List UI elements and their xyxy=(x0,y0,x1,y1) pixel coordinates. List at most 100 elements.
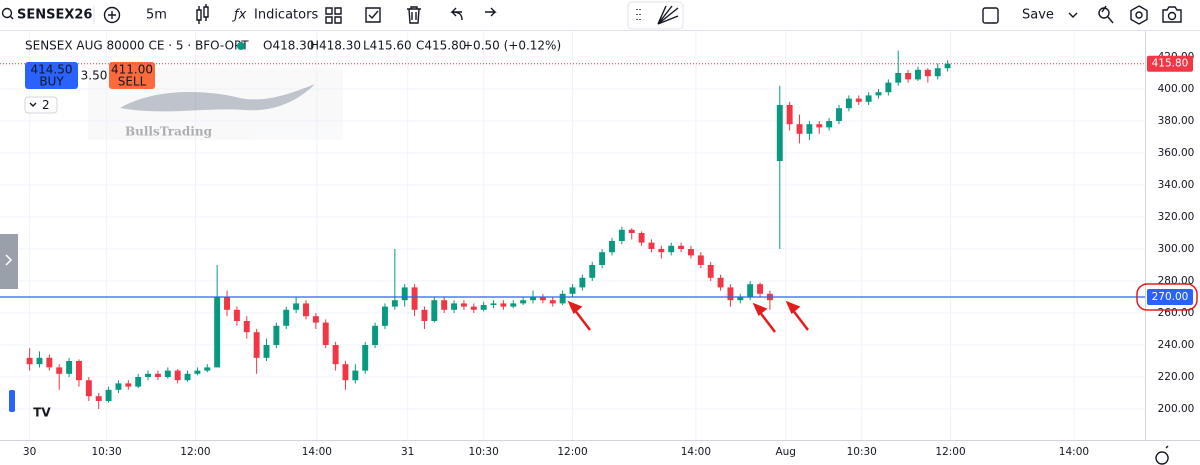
candle-body xyxy=(224,297,230,310)
x-tick-label: 10:30 xyxy=(847,446,877,458)
candle-body xyxy=(372,325,379,345)
candle-body xyxy=(845,98,852,109)
candle-body xyxy=(204,367,211,371)
x-tick-label: 10:30 xyxy=(469,446,499,458)
candle-body xyxy=(737,297,744,301)
y-tick-label: 380.00 xyxy=(1158,115,1195,127)
candle-body xyxy=(312,316,319,323)
chart-type[interactable] xyxy=(196,4,209,24)
y-tick-label: 280.00 xyxy=(1158,275,1195,287)
draw-tools[interactable] xyxy=(657,5,679,25)
buy-label: BUY xyxy=(39,75,64,89)
candle-body xyxy=(401,287,408,301)
drag-handle[interactable] xyxy=(636,9,641,20)
undo[interactable] xyxy=(450,7,463,21)
legend-close: C415.80 xyxy=(416,39,466,53)
sell-label: SELL xyxy=(118,75,147,89)
candle-body xyxy=(658,249,665,253)
interval[interactable]: 5m xyxy=(146,8,167,23)
candle-body xyxy=(214,297,221,368)
y-tick-label: 320.00 xyxy=(1158,211,1195,223)
screenshot-lens xyxy=(1167,11,1177,21)
panel-toggle[interactable] xyxy=(9,390,15,412)
y-tick-label: 360.00 xyxy=(1158,147,1195,159)
candle-body xyxy=(628,229,635,233)
settings[interactable] xyxy=(1130,5,1148,25)
collapse-button[interactable] xyxy=(24,96,58,114)
search-icon[interactable] xyxy=(1,7,13,19)
sell-button[interactable] xyxy=(109,62,155,89)
alerts[interactable] xyxy=(365,7,381,23)
add-symbol[interactable] xyxy=(103,6,121,24)
candle-body xyxy=(470,306,477,310)
arrow xyxy=(573,308,591,331)
x-tick-label: 12:00 xyxy=(180,446,210,458)
axis-settings[interactable] xyxy=(1155,445,1169,465)
candle-body xyxy=(342,364,349,381)
candle-body xyxy=(431,300,438,321)
layouts[interactable] xyxy=(325,7,342,24)
symbol[interactable]: SENSEX26 xyxy=(17,8,92,23)
candle-body xyxy=(599,252,606,265)
x-tick-label: 12:00 xyxy=(557,446,587,458)
candle-body xyxy=(836,108,842,121)
candle-body xyxy=(717,277,724,288)
candle-body xyxy=(26,357,33,365)
candle-body xyxy=(322,322,329,345)
arrow-head xyxy=(567,300,583,315)
candle-body xyxy=(145,373,152,377)
x-tick-label: 30 xyxy=(23,446,36,458)
save[interactable]: Save xyxy=(1022,8,1054,23)
candle-body xyxy=(391,300,398,307)
x-tick-label: 12:00 xyxy=(935,446,965,458)
candle-body xyxy=(875,92,882,96)
spread: 3.50 xyxy=(81,69,108,83)
y-tick-label: 400.00 xyxy=(1158,83,1195,95)
sidebar-arrow xyxy=(5,254,13,266)
candle-body xyxy=(500,303,507,307)
buy-button[interactable] xyxy=(25,62,78,89)
candle-body xyxy=(885,82,892,93)
candle-body xyxy=(816,124,823,128)
candle-body xyxy=(451,303,458,310)
legend-change: +0.50 (+0.12%) xyxy=(463,39,561,53)
candle-body xyxy=(727,287,734,301)
candle-body xyxy=(510,303,517,307)
y-tick-label: 260.00 xyxy=(1158,307,1195,319)
add-symbol-plus xyxy=(108,11,116,19)
candle-body xyxy=(174,370,181,381)
last-price-bg xyxy=(1147,55,1193,72)
candle-body xyxy=(855,98,862,102)
candle-body xyxy=(303,303,309,317)
hline-label-bg xyxy=(1147,289,1193,305)
candle-body xyxy=(194,370,201,374)
candle-body xyxy=(638,233,645,243)
layout-toggle[interactable] xyxy=(982,7,999,24)
candle-body xyxy=(569,287,576,294)
screenshot[interactable] xyxy=(1162,6,1182,23)
candle-body xyxy=(243,321,250,333)
arrow xyxy=(758,310,776,333)
hline-label: 270.00 xyxy=(1152,291,1189,303)
candle-body xyxy=(253,332,260,358)
candle-body xyxy=(184,373,191,381)
x-tick-label: Aug xyxy=(775,446,796,458)
save-menu[interactable] xyxy=(1068,12,1078,18)
y-tick-label: 300.00 xyxy=(1158,243,1195,255)
collapse-chevron xyxy=(29,102,37,107)
candle-body xyxy=(915,69,921,80)
candle-body xyxy=(678,245,685,249)
candle-body xyxy=(273,325,280,345)
redo[interactable] xyxy=(485,7,497,17)
candle-body xyxy=(579,277,586,288)
candle-body xyxy=(164,370,171,377)
candle-body xyxy=(905,73,912,80)
candle-body xyxy=(549,300,556,304)
candle-body xyxy=(697,255,704,265)
delete[interactable] xyxy=(407,6,421,24)
fx-icon: ƒx xyxy=(231,8,247,23)
indicators[interactable]: Indicators xyxy=(254,8,318,23)
watermark: BullsTrading xyxy=(88,68,343,140)
legend-open: O418.30 xyxy=(263,39,314,53)
candle-body xyxy=(747,284,754,297)
